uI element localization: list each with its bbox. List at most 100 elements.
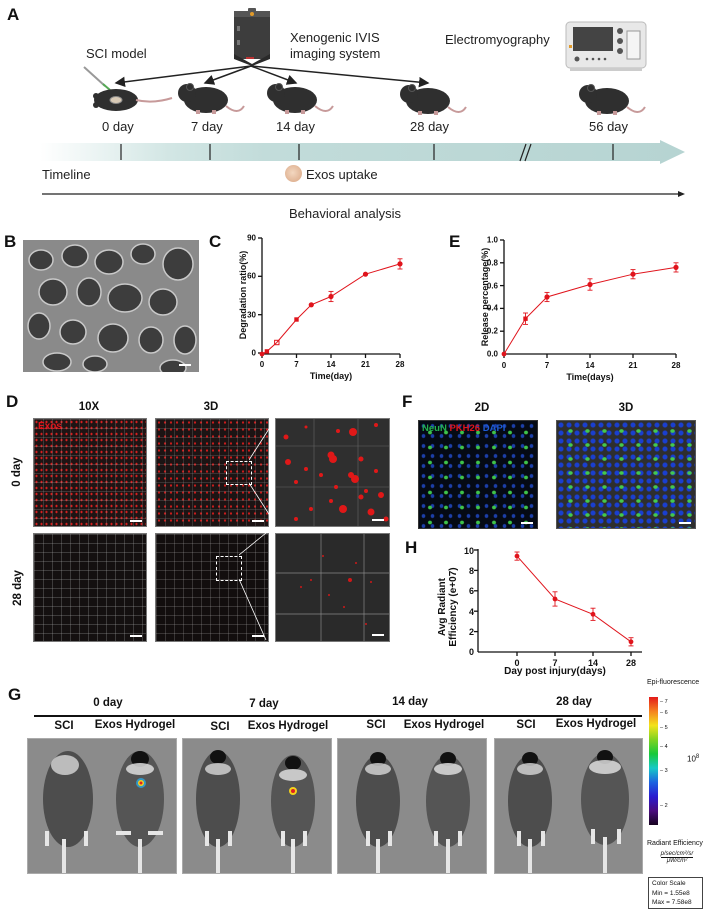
panel-f-letter: F — [402, 392, 413, 411]
g-col-exos-hydrogel: Exos Hydrogel — [247, 720, 329, 732]
g-col-sci: SCI — [516, 719, 536, 731]
d-image-0day-10x: Exos — [33, 418, 147, 527]
chart-e-xtick: 0 — [501, 361, 507, 370]
scale-bar — [372, 634, 384, 636]
chart-c-ytick: 60 — [247, 271, 256, 281]
d-row-header-0day: 0 day — [11, 457, 23, 487]
scale-bar — [179, 364, 191, 366]
chart-e-ytick: 0.0 — [486, 349, 498, 359]
behavioral-arrow — [42, 191, 685, 197]
exos-uptake-label: Exos uptake — [306, 167, 378, 182]
mouse-icon-day14 — [265, 82, 335, 123]
chart-h-plot — [474, 549, 642, 656]
chart-e-plot — [500, 239, 679, 358]
panel-d-letter: D — [6, 392, 19, 411]
d-image-0day-3d — [155, 418, 269, 527]
colorbar-unit-title: Radiant Efficiency — [647, 840, 703, 847]
mouse-icon-day7 — [176, 82, 246, 123]
d-col-header-10x: 10X — [78, 401, 100, 413]
day-label-7: 7 day — [191, 119, 223, 134]
scale-bar — [252, 635, 264, 637]
ivis-arrows — [83, 65, 430, 91]
chart-h-ytick: 8 — [468, 566, 474, 576]
zoom-region-box — [226, 461, 252, 485]
g-col-sci: SCI — [54, 720, 74, 732]
chart-h-ytick: 4 — [468, 607, 474, 617]
panel-c-letter: C — [209, 232, 222, 251]
colorbar-tick: – 5 — [660, 725, 668, 731]
dapi-label: DAPI — [482, 423, 506, 434]
ivis-machine-icon — [231, 8, 273, 66]
f-image-2d: NeuN PKH26 DAPI — [418, 420, 538, 529]
chart-h-xtick: 0 — [514, 658, 520, 668]
g-ivis-image-7day — [182, 738, 332, 874]
chart-h-ytick: 2 — [468, 627, 474, 637]
f-image-3d — [556, 420, 696, 529]
g-col-sci: SCI — [366, 719, 386, 731]
d-image-28day-3d — [155, 533, 269, 642]
scale-bar — [679, 522, 691, 524]
zoom-region-box — [216, 556, 242, 581]
chart-c-plot — [258, 237, 403, 358]
chart-c-xlabel: Time(day) — [309, 371, 353, 381]
chart-c-xtick: 21 — [361, 360, 370, 369]
g-col-exos-hydrogel: Exos Hydrogel — [94, 719, 176, 731]
emg-label: Electromyography — [445, 32, 550, 47]
colorbar-tick: – 4 — [660, 744, 668, 750]
chart-e-xtick: 21 — [628, 361, 638, 370]
colorbar-tick: – 7 — [660, 699, 668, 705]
chart-e-ytick: 0.2 — [486, 326, 498, 336]
g-day-7: 7 day — [249, 698, 279, 710]
day-label-28: 28 day — [410, 119, 450, 134]
panel-e-letter: E — [449, 232, 461, 251]
exos-stain-label: Exos — [38, 421, 62, 432]
colorbar-tick: – 3 — [660, 768, 668, 774]
f-col-header-2d: 2D — [474, 402, 490, 414]
f-col-header-3d: 3D — [618, 402, 634, 414]
chart-h-xtick: 28 — [625, 658, 637, 668]
chart-e-ytick: 0.8 — [486, 258, 498, 268]
sem-image — [23, 240, 199, 372]
panel-g-letter: G — [8, 685, 22, 704]
d-image-28day-zoom — [275, 533, 390, 642]
emg-device-icon — [565, 17, 647, 72]
colorbar-ticks: – 7 – 6 – 5 – 4 – 3 – 2 — [660, 697, 680, 825]
d-row-header-28day: 28 day — [12, 570, 24, 606]
chart-h-xtick: 7 — [552, 658, 558, 668]
chart-e-xlabel: Time(days) — [566, 372, 614, 382]
chart-c-xtick: 0 — [259, 360, 265, 369]
g-day-14: 14 day — [392, 696, 428, 708]
chart-c-xtick: 28 — [395, 360, 405, 369]
timeline-bar — [40, 140, 685, 164]
exos-uptake-icon — [285, 165, 302, 182]
chart-c-xtick: 7 — [294, 360, 299, 369]
chart-e-xtick: 14 — [585, 361, 595, 370]
color-scale-box: Color Scale Min = 1.55e8 Max = 7.58e8 — [648, 877, 703, 909]
g-col-exos-hydrogel: Exos Hydrogel — [403, 719, 485, 731]
chart-c-ytick: 0 — [251, 348, 256, 358]
pkh26-label: PKH26 — [449, 423, 481, 434]
day-label-14: 14 day — [276, 119, 316, 134]
g-col-exos-hydrogel: Exos Hydrogel — [555, 718, 637, 730]
scale-bar — [521, 522, 533, 524]
scale-bar — [252, 520, 264, 522]
zoom-lines — [249, 418, 277, 526]
neun-label: NeuN — [422, 423, 447, 434]
scale-bar — [130, 635, 142, 637]
chart-h-xtick: 14 — [587, 658, 599, 668]
d-image-0day-zoom — [275, 418, 390, 527]
colorbar-tick: – 6 — [660, 710, 668, 716]
d-image-28day-10x — [33, 533, 147, 642]
mouse-icon-day0 — [88, 84, 178, 119]
day-label-56: 56 day — [589, 119, 629, 134]
behavioral-analysis-label: Behavioral analysis — [289, 206, 402, 221]
chart-c-ytick: 90 — [247, 233, 256, 243]
chart-h-ytick: 10 — [463, 546, 474, 556]
mouse-icon-day56 — [577, 83, 647, 124]
chart-e-ytick: 1.0 — [486, 235, 498, 245]
colorbar-exponent: 108 — [687, 754, 700, 764]
g-ivis-image-28day — [494, 738, 643, 874]
ivis-label: Xenogenic IVIS imaging system — [290, 30, 381, 61]
chart-e-ytick: 0.4 — [486, 303, 498, 313]
scale-bar — [372, 519, 384, 521]
